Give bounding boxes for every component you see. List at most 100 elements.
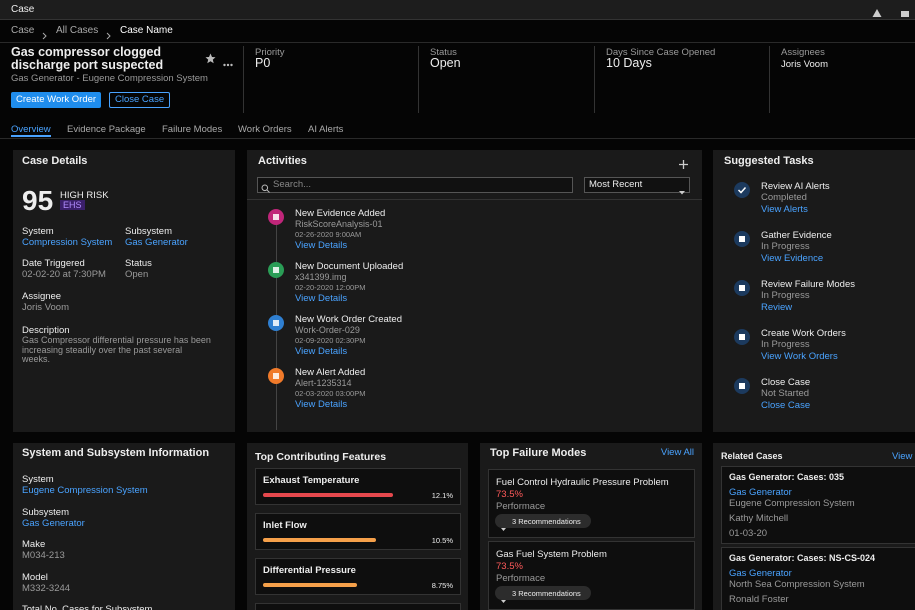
risk-label: HIGH RISK <box>60 190 109 201</box>
info-value[interactable]: Eugene Compression System <box>22 485 148 496</box>
related-link[interactable]: Gas Generator <box>729 487 792 498</box>
task-link[interactable]: Review <box>761 302 793 313</box>
activity-icon <box>268 262 284 278</box>
activity-icon-svg <box>268 209 284 225</box>
detail-value[interactable]: Compression System <box>22 237 113 248</box>
activity-icon-svg <box>268 368 284 384</box>
breadcrumb-chevron-svg <box>106 32 111 40</box>
task-icon <box>734 378 750 394</box>
activity-file: x341399.img <box>295 272 347 282</box>
pill-caret <box>501 519 506 531</box>
related-person: Ronald Foster <box>729 594 789 605</box>
header-field-value: 10 Days <box>606 56 652 70</box>
pill-caret-svg <box>501 600 506 603</box>
task-status: Completed <box>761 192 807 203</box>
field-divider <box>418 46 419 113</box>
activity-icon-svg <box>268 262 284 278</box>
tab[interactable]: Work Orders <box>238 124 292 135</box>
pill-caret <box>501 591 506 603</box>
secondary-button[interactable]: Close Case <box>109 92 171 108</box>
activity-icon <box>268 315 284 331</box>
related-name: Gas Generator: Cases: 035 <box>729 472 845 482</box>
breadcrumb-item[interactable]: Case <box>11 25 35 36</box>
task-name: Gather Evidence <box>761 230 832 241</box>
detail-value: Open <box>125 269 149 280</box>
task-icon-svg <box>734 182 750 198</box>
task-icon-svg <box>734 231 750 247</box>
task-status: In Progress <box>761 339 810 350</box>
tab[interactable]: AI Alerts <box>308 124 344 135</box>
task-status: In Progress <box>761 290 810 301</box>
info-value[interactable]: Gas Generator <box>22 517 85 529</box>
activity-title: New Work Order Created <box>295 314 402 325</box>
panel-title: System and Subsystem Information <box>22 447 210 459</box>
sort-dropdown[interactable] <box>584 177 690 193</box>
failure-name: Gas Fuel System Problem <box>496 549 607 560</box>
view-all-link[interactable]: View All <box>660 447 694 458</box>
field-divider <box>769 46 770 113</box>
header-divider <box>0 42 915 43</box>
task-status: In Progress <box>761 241 810 252</box>
tab[interactable]: Evidence Package <box>67 124 146 135</box>
activity-link[interactable]: View Details <box>295 346 348 357</box>
view-link[interactable]: View <box>892 451 913 462</box>
detail-label: Date Triggered <box>22 258 85 269</box>
panel-title: Suggested Tasks <box>724 155 814 167</box>
system-info-panel <box>13 443 235 610</box>
feature-bar <box>263 583 358 587</box>
activity-title: New Evidence Added <box>295 208 386 219</box>
related-card <box>721 547 915 610</box>
task-icon <box>734 231 750 247</box>
feature-card <box>255 468 461 505</box>
detail-value: Joris Voom <box>22 302 69 313</box>
info-label: Model <box>22 571 48 583</box>
activity-link[interactable]: View Details <box>295 399 348 410</box>
activity-title: New Document Uploaded <box>295 261 404 272</box>
panel-title: Case Details <box>22 155 88 167</box>
activity-icon <box>268 209 284 225</box>
recommendation-pill[interactable] <box>495 586 591 600</box>
detail-value[interactable]: Gas Generator <box>125 237 188 248</box>
info-value: M332-3244 <box>22 582 71 594</box>
task-link[interactable]: View Evidence <box>761 253 824 264</box>
recommendation-count: 3 Recommendations <box>512 589 581 598</box>
case-details-panel <box>13 150 235 432</box>
detail-value: 02-02-20 at 7:30PM <box>22 269 106 280</box>
activity-icon-svg <box>268 315 284 331</box>
active-tab-underline <box>11 135 51 137</box>
breadcrumb-chevron-svg <box>42 32 47 40</box>
search-box[interactable] <box>257 177 573 193</box>
task-link[interactable]: View Alerts <box>761 204 808 215</box>
briefcase-icon <box>900 5 910 17</box>
breadcrumb-chevron <box>42 27 48 40</box>
feature-name: Inlet Flow <box>263 520 307 531</box>
task-status: Not Started <box>761 388 810 399</box>
tabs-bg <box>0 118 915 139</box>
breadcrumb-item[interactable]: All Cases <box>56 25 99 36</box>
related-name: Gas Generator: Cases: NS-CS-024 <box>729 553 876 563</box>
tab[interactable]: Failure Modes <box>162 124 223 135</box>
breadcrumb-item: Case Name <box>120 25 173 36</box>
activity-link[interactable]: View Details <box>295 240 348 251</box>
activity-link[interactable]: View Details <box>295 293 348 304</box>
activity-title: New Alert Added <box>295 367 366 378</box>
detail-label: Assignee <box>22 291 62 302</box>
field-divider <box>594 46 595 113</box>
activity-time: 02-20-2020 12:00PM <box>295 283 366 292</box>
related-link[interactable]: Gas Generator <box>729 568 792 579</box>
more-icon-svg <box>223 63 233 67</box>
failure-category: Performace <box>496 501 546 512</box>
recommendation-pill[interactable] <box>495 514 591 528</box>
failure-score: 73.5% <box>496 489 523 500</box>
task-link[interactable]: View Work Orders <box>761 351 838 362</box>
info-label: System <box>22 474 54 485</box>
feature-bar <box>263 493 394 497</box>
add-icon-svg <box>679 160 688 169</box>
star-icon-svg <box>205 53 216 64</box>
info-label: Make <box>22 539 46 550</box>
pill-caret-svg <box>501 528 506 531</box>
task-link[interactable]: Close Case <box>761 400 811 411</box>
tab[interactable]: Overview <box>11 124 51 135</box>
primary-button[interactable]: Create Work Order <box>11 92 102 108</box>
